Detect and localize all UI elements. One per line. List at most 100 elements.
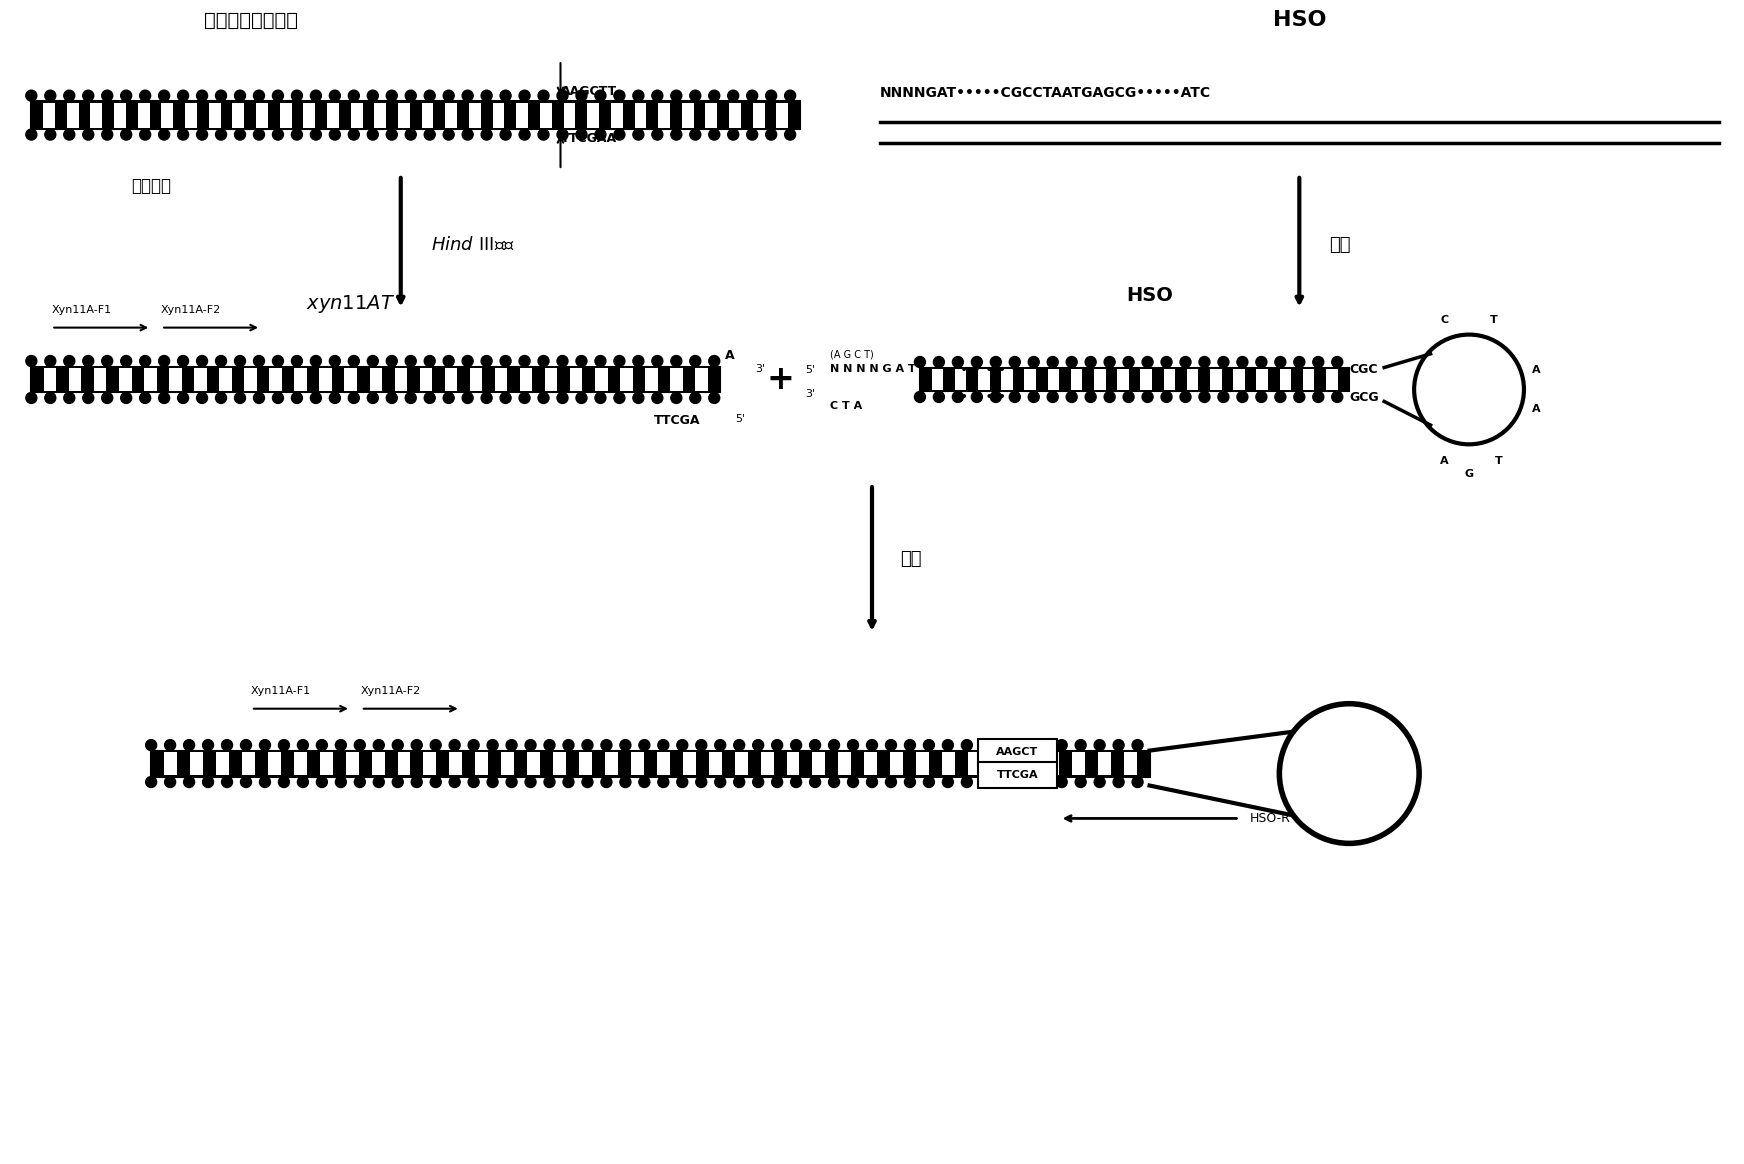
Text: 5': 5' <box>736 414 745 425</box>
Text: 5': 5' <box>806 364 814 375</box>
Circle shape <box>556 355 569 367</box>
Bar <box>31 367 720 392</box>
Circle shape <box>467 739 480 751</box>
Circle shape <box>101 129 113 140</box>
Circle shape <box>330 90 340 101</box>
Bar <box>91 102 103 128</box>
Circle shape <box>140 355 150 367</box>
Circle shape <box>405 392 417 404</box>
Bar <box>450 752 462 775</box>
Circle shape <box>101 392 113 404</box>
Circle shape <box>671 129 682 140</box>
Circle shape <box>576 355 588 367</box>
Circle shape <box>1010 391 1020 403</box>
Circle shape <box>582 776 593 788</box>
Circle shape <box>385 129 398 140</box>
Bar <box>113 102 126 128</box>
Circle shape <box>26 129 37 140</box>
Text: C T A: C T A <box>830 402 862 411</box>
Circle shape <box>520 355 530 367</box>
Bar <box>605 752 617 775</box>
Bar <box>916 752 930 775</box>
Bar <box>138 102 150 128</box>
Bar <box>520 368 532 391</box>
Circle shape <box>65 392 75 404</box>
Circle shape <box>221 739 232 751</box>
Circle shape <box>1029 391 1039 403</box>
Circle shape <box>291 90 302 101</box>
Text: Xyn11A-F2: Xyn11A-F2 <box>160 305 221 314</box>
Bar <box>978 369 989 390</box>
Circle shape <box>349 90 359 101</box>
Bar <box>942 752 956 775</box>
Circle shape <box>633 392 644 404</box>
Circle shape <box>971 356 982 368</box>
Text: HSO: HSO <box>1273 10 1325 30</box>
Circle shape <box>164 776 176 788</box>
Bar <box>1097 752 1111 775</box>
Bar <box>579 752 591 775</box>
Circle shape <box>241 739 251 751</box>
Bar <box>787 752 799 775</box>
Circle shape <box>1162 356 1172 368</box>
Bar <box>371 752 384 775</box>
Bar <box>1118 369 1128 390</box>
Bar <box>670 368 682 391</box>
Circle shape <box>1123 356 1134 368</box>
Text: Xyn11A-F2: Xyn11A-F2 <box>361 686 420 696</box>
Bar <box>635 102 647 128</box>
Text: TTCGA: TTCGA <box>654 414 701 427</box>
Circle shape <box>1113 739 1125 751</box>
Circle shape <box>1018 776 1029 788</box>
Circle shape <box>1217 391 1230 403</box>
Bar <box>398 752 410 775</box>
Circle shape <box>614 392 624 404</box>
Circle shape <box>405 90 417 101</box>
Circle shape <box>771 776 783 788</box>
Circle shape <box>1132 739 1142 751</box>
Circle shape <box>619 739 631 751</box>
Circle shape <box>443 129 453 140</box>
Circle shape <box>999 776 1010 788</box>
Circle shape <box>556 129 569 140</box>
Text: TTCGAA: TTCGAA <box>560 132 617 146</box>
Circle shape <box>734 776 745 788</box>
Bar <box>1325 369 1338 390</box>
Circle shape <box>501 129 511 140</box>
Text: HSO: HSO <box>1127 285 1174 305</box>
Bar <box>319 368 331 391</box>
Circle shape <box>101 355 113 367</box>
Circle shape <box>82 129 94 140</box>
Circle shape <box>159 90 169 101</box>
Bar <box>696 368 708 391</box>
Circle shape <box>140 90 150 101</box>
Circle shape <box>373 739 384 751</box>
Circle shape <box>766 90 776 101</box>
Text: $\it{Hind}$ III酶切: $\it{Hind}$ III酶切 <box>431 236 514 254</box>
Circle shape <box>1313 356 1324 368</box>
Circle shape <box>392 739 403 751</box>
Circle shape <box>1181 391 1191 403</box>
Bar <box>954 369 966 390</box>
Text: G: G <box>1465 469 1474 480</box>
Circle shape <box>487 776 499 788</box>
Circle shape <box>234 90 246 101</box>
Circle shape <box>197 90 208 101</box>
Bar <box>398 102 410 128</box>
FancyBboxPatch shape <box>978 761 1057 788</box>
Bar <box>162 102 173 128</box>
Circle shape <box>691 355 701 367</box>
Bar <box>682 752 696 775</box>
Circle shape <box>1074 739 1087 751</box>
Circle shape <box>316 739 328 751</box>
Bar <box>553 752 567 775</box>
Circle shape <box>942 739 954 751</box>
Text: NNNNGAT•••••CGCCTAATGAGCG•••••ATC: NNNNGAT•••••CGCCTAATGAGCG•••••ATC <box>881 86 1210 100</box>
Circle shape <box>82 90 94 101</box>
Circle shape <box>335 739 347 751</box>
Circle shape <box>26 392 37 404</box>
Circle shape <box>952 391 963 403</box>
Circle shape <box>1294 391 1305 403</box>
Circle shape <box>1162 391 1172 403</box>
Circle shape <box>140 129 150 140</box>
